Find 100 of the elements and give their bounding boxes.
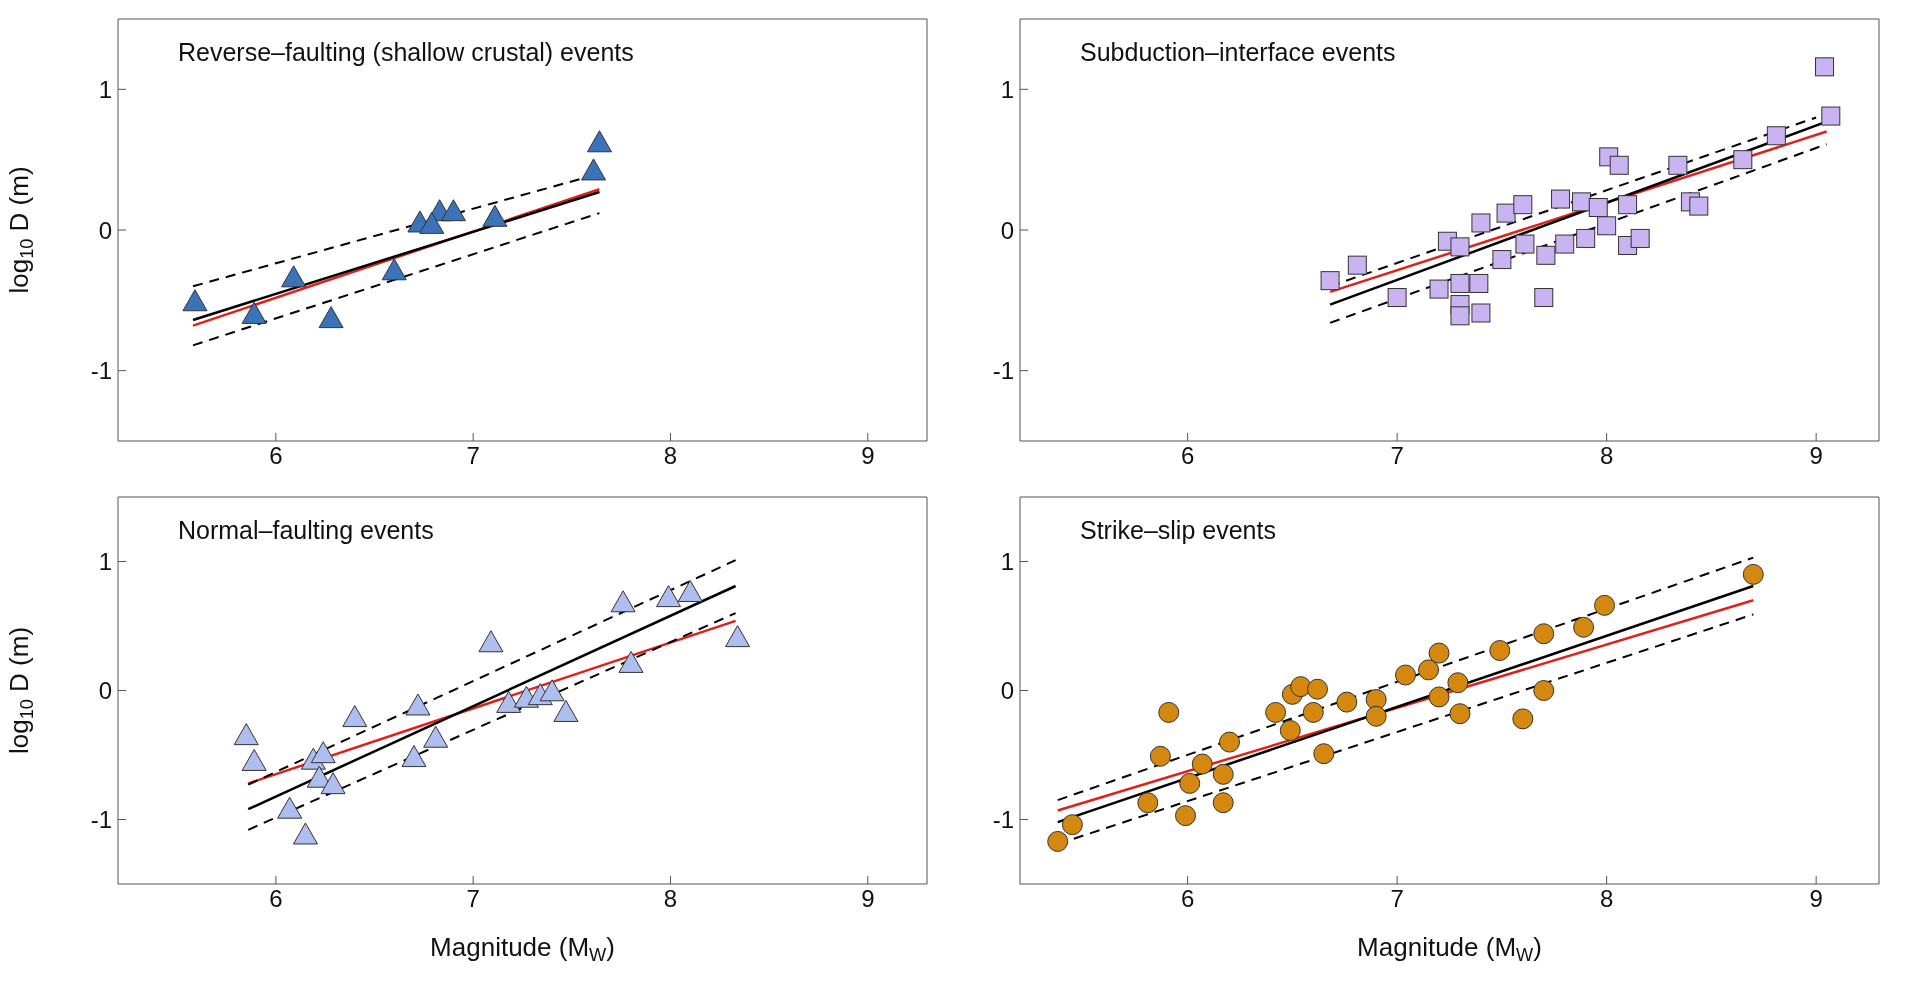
point: [277, 796, 303, 819]
point: [1265, 701, 1287, 723]
x-axis-title: Magnitude (M$_{W}$): [1357, 932, 1542, 966]
x-tick-label: 8: [663, 885, 678, 913]
point: [1492, 250, 1512, 270]
point: [1821, 106, 1841, 126]
point: [1219, 731, 1241, 753]
y-tick-label: 0: [1000, 677, 1014, 705]
x-tick-label: 7: [466, 442, 480, 470]
point: [1571, 192, 1591, 212]
x-tick-label: 6: [1180, 442, 1195, 470]
text: Normal–faulting events: [178, 516, 434, 545]
point: [1449, 703, 1471, 725]
point: [1191, 753, 1213, 775]
point: [1471, 213, 1491, 233]
point: [1428, 686, 1450, 708]
point: [320, 772, 346, 795]
point: [725, 625, 751, 648]
x-tick-label: 6: [269, 885, 283, 913]
point: [1061, 814, 1083, 836]
point: [1279, 719, 1301, 741]
point: [677, 579, 703, 602]
point: [1733, 150, 1753, 170]
point: [1212, 763, 1234, 785]
point: [1137, 792, 1159, 814]
point: [440, 199, 466, 222]
x-tick-label: 7: [1390, 442, 1404, 470]
point: [241, 748, 267, 771]
text: Reverse–faulting (shallow crustal) events: [178, 38, 634, 67]
point: [1450, 306, 1470, 326]
point: [1533, 623, 1555, 645]
point: [1515, 234, 1535, 254]
point: [1387, 288, 1407, 308]
point: [1597, 216, 1617, 236]
y-tick-label: 1: [1000, 75, 1014, 103]
x-tick-label: 7: [1390, 885, 1404, 913]
y-tick-label: 0: [98, 216, 112, 244]
point: [182, 289, 208, 312]
point: [539, 679, 565, 702]
point: [482, 204, 508, 227]
y-tick-label: 1: [98, 548, 112, 576]
point: [656, 585, 682, 608]
point: [381, 258, 407, 281]
text: Strike–slip events: [1080, 516, 1276, 545]
y-tick-label: -1: [992, 806, 1014, 834]
point: [1320, 271, 1340, 291]
point: [1179, 772, 1201, 794]
point: [401, 745, 427, 768]
point: [1573, 616, 1595, 638]
x-tick-label: 7: [466, 885, 480, 913]
point: [281, 265, 307, 288]
y-tick-label: 1: [1000, 548, 1014, 576]
point: [1815, 57, 1835, 77]
y-tick-label: 0: [98, 677, 112, 705]
point: [1668, 155, 1688, 175]
x-axis-title: Magnitude (M$_{W}$): [430, 932, 615, 966]
point: [1766, 126, 1786, 146]
point: [1689, 196, 1709, 216]
point: [419, 211, 445, 234]
x-tick-label: 9: [861, 442, 875, 470]
point: [1742, 563, 1764, 585]
point: [618, 650, 644, 673]
point: [1307, 678, 1329, 700]
y-tick-label: -1: [992, 357, 1014, 385]
point: [478, 630, 504, 653]
point: [1576, 228, 1596, 248]
point: [1609, 155, 1629, 175]
point: [1555, 234, 1575, 254]
x-tick-label: 6: [1180, 885, 1195, 913]
x-tick-label: 9: [861, 885, 875, 913]
point: [553, 699, 579, 722]
point: [1588, 197, 1608, 217]
point: [1428, 642, 1450, 664]
point: [1395, 664, 1416, 686]
point: [1047, 830, 1069, 852]
point: [1175, 805, 1197, 827]
point: [586, 130, 612, 153]
point: [1336, 691, 1358, 713]
point: [1471, 303, 1491, 323]
point: [1158, 701, 1180, 723]
x-tick-label: 9: [1809, 885, 1823, 913]
point: [292, 822, 318, 845]
point: [1313, 743, 1335, 765]
point: [1149, 745, 1171, 767]
point: [423, 725, 449, 748]
point: [241, 301, 267, 324]
x-tick-label: 8: [663, 442, 678, 470]
point: [1450, 237, 1470, 257]
point: [1533, 680, 1555, 701]
point: [405, 693, 431, 716]
point: [1347, 255, 1367, 275]
y-tick-label: 0: [1000, 216, 1014, 244]
point: [581, 158, 607, 181]
point: [1618, 195, 1638, 215]
point: [1365, 705, 1387, 727]
y-tick-label: -1: [90, 806, 112, 834]
point: [1594, 594, 1616, 616]
text: Subduction–interface events: [1080, 38, 1396, 67]
y-tick-label: 1: [98, 75, 112, 103]
point: [1496, 203, 1516, 223]
